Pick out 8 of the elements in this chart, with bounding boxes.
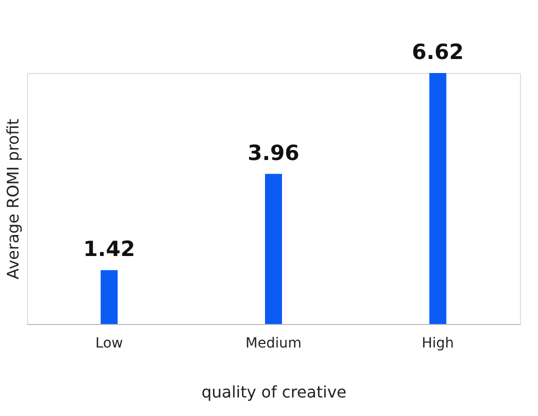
data-label: 6.62 bbox=[412, 40, 464, 64]
y-axis-title: Average ROMI profit bbox=[4, 118, 22, 280]
x-tick-label: Medium bbox=[246, 336, 302, 352]
x-tick-label: Low bbox=[95, 336, 123, 352]
x-axis-title: quality of creative bbox=[201, 382, 347, 402]
data-label: 3.96 bbox=[248, 140, 300, 165]
data-label: 1.42 bbox=[83, 237, 136, 262]
x-tick-label: High bbox=[422, 336, 454, 352]
